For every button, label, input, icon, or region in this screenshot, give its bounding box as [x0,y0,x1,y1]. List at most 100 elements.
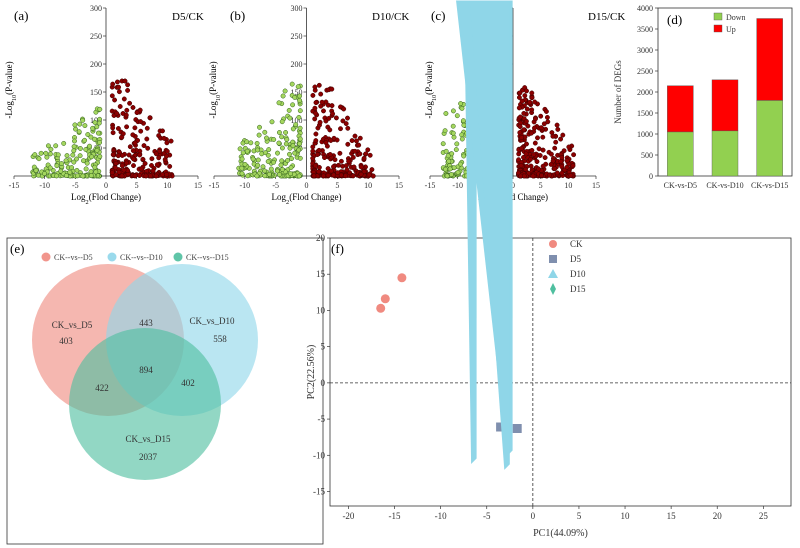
data-point-up [529,95,535,101]
data-point-up [534,159,540,165]
data-point-down [265,152,271,158]
y-tick-label: 200 [291,60,303,69]
data-point-down [461,122,467,128]
data-point-down [296,114,302,120]
data-point-down [77,121,83,127]
data-point-up [518,163,524,169]
venn-region-label: 2037 [139,452,158,462]
data-point-down [442,166,448,172]
data-point-up [516,157,522,163]
legend-label: D5 [570,254,581,264]
data-point-down [458,161,463,167]
data-point-up [356,142,362,148]
data-point-up [130,132,136,138]
venn-region-label: 894 [139,365,153,375]
data-point-down [450,123,456,129]
data-point-up [145,145,151,151]
data-point-down [279,167,285,172]
data-point-up [568,172,574,178]
data-point-up [138,128,144,134]
data-point-down [292,150,298,156]
data-point-up [144,125,150,131]
data-point-down [35,172,41,178]
data-point-up [126,152,132,158]
data-point-down [257,124,262,130]
data-point-down [288,171,293,177]
data-point-down [264,135,269,141]
data-point-up [516,105,522,111]
y-axis-label: PC2(22.56%) [306,345,317,400]
data-point-up [112,97,118,103]
data-point-down [72,122,78,128]
data-point-up [517,130,523,136]
venn-region-label: CK_vs_D10 [189,316,235,326]
data-point-down [450,108,456,114]
data-point-up [141,143,147,149]
data-point-up [322,155,327,161]
data-point-up [539,172,544,178]
y-tick-label: 20 [316,233,326,243]
data-point-up [127,100,133,106]
data-point-down [454,113,460,119]
data-point-up [517,124,523,130]
data-point-up [125,87,131,93]
x-tick-label: CK-vs-D5 [664,181,697,190]
data-point-up [312,105,318,111]
data-point-up [328,168,334,174]
data-point-down [297,125,303,131]
y-tick-label: 15 [316,269,326,279]
data-point-up [313,131,319,137]
x-tick-label: 0 [104,181,108,190]
data-point-down [38,150,44,156]
data-point-up [537,153,543,158]
x-tick-label: -15 [209,181,220,190]
data-point-up [124,124,130,130]
data-point-up [132,173,138,179]
data-point-down [295,84,301,90]
data-point-down [297,97,303,103]
venn-region-label: 422 [95,383,109,393]
data-point-up [113,160,119,166]
data-point-up [345,125,351,131]
data-point-up [110,125,116,131]
data-point-up [137,173,143,178]
legend-marker [550,283,556,295]
data-point-down [266,147,272,153]
data-point-down [447,166,453,172]
data-point-down [260,164,266,170]
y-tick-label: 0 [321,378,326,388]
data-point-down [446,158,452,164]
x-tick-label: 0 [511,181,515,190]
y-tick-label: 200 [90,60,102,69]
data-point-up [535,135,540,141]
y-tick-label: 150 [291,88,303,97]
data-point-up [361,155,367,161]
data-point-up [365,147,371,153]
data-point-up [311,173,317,179]
data-point-up [153,173,159,179]
data-point-down [276,140,282,146]
data-point-up [566,144,572,150]
data-point-up [523,166,528,172]
data-point-up [327,152,333,157]
x-tick-label: -5 [72,181,79,190]
y-tick-label: -5 [318,414,326,424]
x-tick-label: -15 [389,511,401,521]
bar-up [667,85,694,133]
data-point-up [560,132,566,138]
venn-region-label: 558 [213,334,227,344]
data-point-d10 [469,0,510,470]
data-point-down [88,173,94,179]
legend-label: Down [726,13,746,22]
data-point-up [559,155,565,160]
data-point-up [110,152,116,158]
data-point-up [518,173,524,179]
data-point-up [370,173,376,179]
panel-label-c: (c) [431,8,445,23]
data-point-up [121,167,127,173]
y-tick-label: 3500 [637,25,653,34]
data-point-down [296,173,302,179]
data-point-up [138,119,144,125]
data-point-up [524,106,530,112]
data-point-up [317,119,323,125]
